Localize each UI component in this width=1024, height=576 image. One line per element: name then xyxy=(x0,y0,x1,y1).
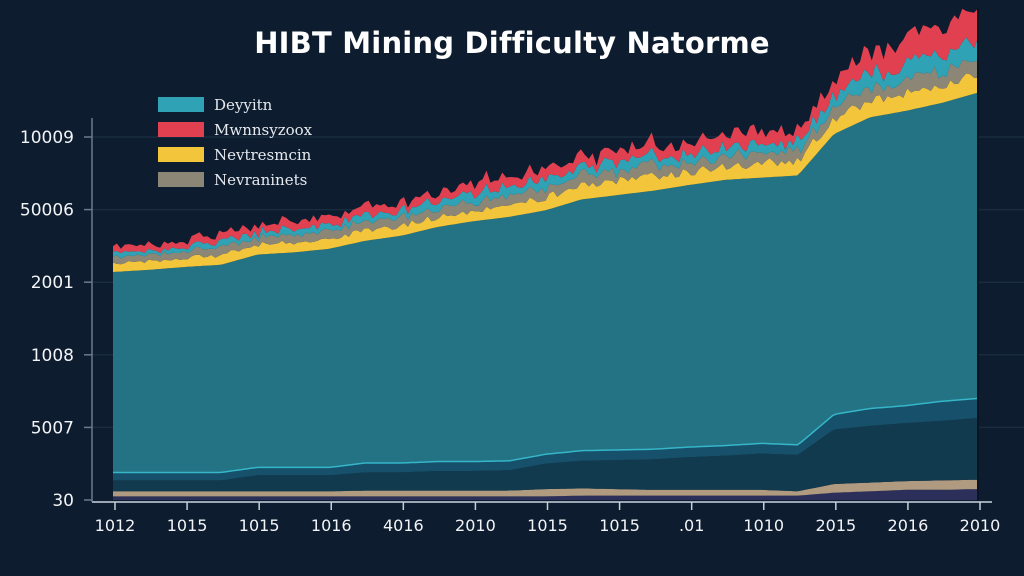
x-tick-label: 1015 xyxy=(167,516,208,535)
legend-item[interactable]: Nevraninets xyxy=(158,167,312,192)
x-tick-label: 1016 xyxy=(311,516,352,535)
y-tick-label: 10009 xyxy=(20,128,74,148)
area-series-tan-line xyxy=(113,479,978,497)
x-ticks: 1012 1015 1015 1016 4016 2010 1015 1015 .01 1010 2… xyxy=(95,502,1001,535)
area-series-deyyitn xyxy=(113,92,978,472)
x-tick-label: 2015 xyxy=(815,516,856,535)
legend-item[interactable]: Nevtresmcin xyxy=(158,142,312,167)
x-tick-label: 2010 xyxy=(455,516,496,535)
y-tick-label: 50006 xyxy=(20,201,74,221)
x-tick-label: 2016 xyxy=(888,516,929,535)
legend-swatch xyxy=(158,97,204,112)
legend-item[interactable]: Deyyitn xyxy=(158,92,312,117)
x-tick-label: 1012 xyxy=(95,516,136,535)
x-tick-label: 1010 xyxy=(743,516,784,535)
y-tick-label: 1008 xyxy=(31,346,74,366)
legend-swatch xyxy=(158,147,204,162)
legend-label: Nevraninets xyxy=(214,170,308,189)
y-tick-label: 2001 xyxy=(31,273,74,293)
chart-title: HIBT Mining Difficulty Natorme xyxy=(254,26,770,60)
legend-swatch xyxy=(158,122,204,137)
x-tick-label: 2010 xyxy=(960,516,1001,535)
x-tick-label: 1015 xyxy=(599,516,640,535)
x-tick-label: .01 xyxy=(679,516,704,535)
y-ticks: 30 5007 1008 2001 50006 10009 xyxy=(20,128,92,511)
area-series-dark-teal xyxy=(113,418,978,492)
y-tick-label: 5007 xyxy=(31,418,74,438)
legend-label: Nevtresmcin xyxy=(214,145,312,164)
legend-swatch xyxy=(158,172,204,187)
axes xyxy=(91,118,992,503)
x-tick-label: 4016 xyxy=(383,516,424,535)
x-tick-label: 1015 xyxy=(527,516,568,535)
area-series-mwnnsyzoox xyxy=(113,8,978,254)
legend-label: Deyyitn xyxy=(214,95,273,114)
legend: Deyyitn Mwnnsyzoox Nevtresmcin Nevranine… xyxy=(158,92,312,192)
stacked-areas xyxy=(113,8,979,502)
x-tick-label: 1015 xyxy=(239,516,280,535)
y-tick-label: 30 xyxy=(52,491,74,511)
legend-label: Mwnnsyzoox xyxy=(214,120,313,139)
legend-item[interactable]: Mwnnsyzoox xyxy=(158,117,312,142)
area-series-base-navy xyxy=(113,489,978,500)
